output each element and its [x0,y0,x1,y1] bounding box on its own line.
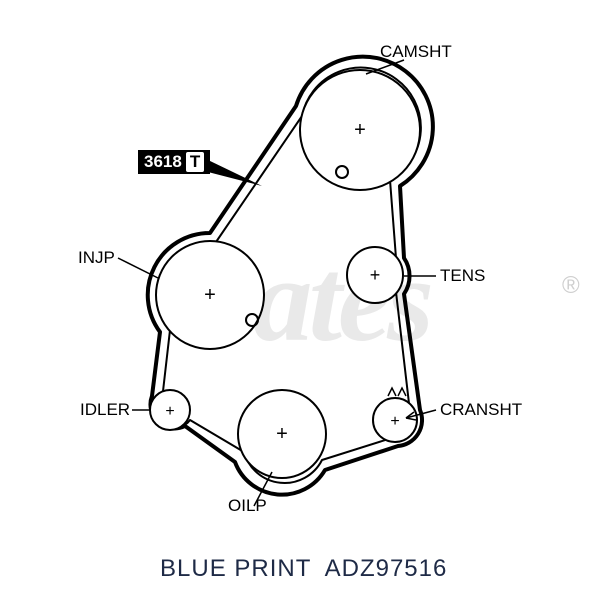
label-injection: INJP [78,248,115,268]
part-number-suffix: T [186,152,204,172]
part-number-badge: 3618T [138,150,210,174]
product-caption: BLUE PRINT ADZ97516 [160,555,447,583]
label-camshaft: CAMSHT [380,42,452,62]
part-number: 3618 [144,152,182,171]
caption-brand: BLUE PRINT [160,555,311,582]
svg-text:+: + [370,265,381,285]
label-tensioner: TENS [440,266,485,286]
svg-text:+: + [276,423,288,445]
label-oilpump: OILP [228,496,267,516]
label-crankshaft: CRANSHT [440,400,522,420]
belt-diagram-svg: + + + + + + [0,0,600,600]
svg-text:+: + [390,413,399,430]
svg-text:+: + [165,403,174,420]
svg-text:+: + [354,119,366,141]
pulley-camshaft: + [300,70,420,190]
caption-code: ADZ97516 [325,555,448,582]
pulley-idler: + [150,390,190,430]
pulley-injection: + [156,241,264,349]
svg-text:+: + [204,284,216,306]
diagram-canvas: Gates ® + + + + + [0,0,600,600]
pulley-tensioner: + [347,247,403,303]
label-idler: IDLER [80,400,130,420]
pulley-oilpump: + [238,390,326,478]
part-badge-pointer [208,160,262,186]
